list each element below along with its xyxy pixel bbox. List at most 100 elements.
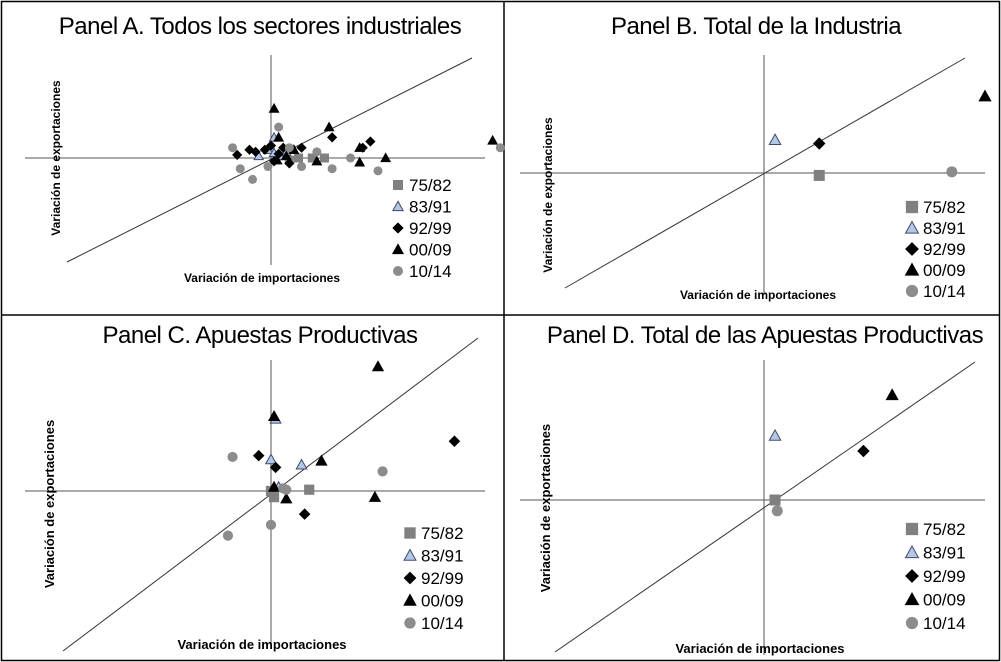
data-point <box>294 153 304 163</box>
series-83-91 <box>768 428 782 441</box>
data-point <box>263 162 273 172</box>
legend-marker <box>403 593 417 606</box>
data-point <box>296 142 307 153</box>
legend-label: 10/14 <box>923 282 966 301</box>
series-75-82 <box>769 494 781 506</box>
series-00-09 <box>885 388 899 401</box>
legend-marker <box>905 200 919 214</box>
data-point <box>327 132 338 143</box>
legend-label: 75/82 <box>409 176 452 195</box>
legend-marker <box>391 243 405 255</box>
legend-label: 00/09 <box>421 592 464 611</box>
legend-marker <box>393 180 403 190</box>
legend-label: 00/09 <box>923 261 966 280</box>
data-point <box>371 360 385 372</box>
data-point <box>259 144 270 155</box>
x-axis-label: Variación de importaciones <box>680 288 836 302</box>
data-point <box>813 137 826 150</box>
series-10-14 <box>771 505 783 517</box>
legend-marker <box>905 522 919 536</box>
legend-label: 75/82 <box>421 524 464 543</box>
legend-marker <box>392 222 404 234</box>
data-point <box>232 149 243 161</box>
data-point <box>235 164 245 174</box>
legend-label: 92/99 <box>923 567 966 586</box>
data-point <box>768 133 782 146</box>
data-point <box>813 169 825 181</box>
series-92-99 <box>252 435 461 520</box>
data-point <box>327 164 337 174</box>
data-point <box>320 153 329 163</box>
legend-label: 00/09 <box>409 241 452 260</box>
data-point <box>769 494 781 506</box>
series-00-09 <box>268 102 499 167</box>
y-axis-label: Variación de exportaciones <box>538 424 553 592</box>
y-axis-label: Variación de exportaciones <box>541 117 555 273</box>
legend-marker <box>904 545 920 559</box>
data-point <box>227 451 238 463</box>
series-92-99 <box>232 132 376 169</box>
data-point <box>295 458 308 470</box>
data-point <box>280 492 293 504</box>
data-point <box>354 142 366 152</box>
x-axis-label: Variación de importaciones <box>177 637 346 652</box>
legend-marker <box>904 220 920 234</box>
legend-marker <box>404 527 416 539</box>
data-point <box>487 134 499 145</box>
data-point <box>273 131 285 142</box>
legend-marker <box>905 242 919 256</box>
series-92-99 <box>857 444 870 458</box>
legend-label: 92/99 <box>409 219 452 238</box>
data-point <box>768 428 782 441</box>
legend-marker <box>904 592 920 606</box>
legend: 75/82 83/91 92/99 00/09 10/14 <box>403 524 464 633</box>
reference-line <box>66 57 473 263</box>
data-point <box>269 461 282 474</box>
legend-label: 83/91 <box>409 198 452 217</box>
data-point <box>222 530 234 541</box>
data-point <box>312 147 322 157</box>
legend-label: 10/14 <box>421 614 464 633</box>
data-point <box>267 410 281 422</box>
legend-label: 10/14 <box>409 262 452 281</box>
series-00-09 <box>267 360 385 504</box>
data-point <box>771 505 783 517</box>
legend-label: 75/82 <box>923 198 966 217</box>
panel-c: Panel C. Apuestas Productivas Variación d… <box>25 322 485 652</box>
y-axis-label: Variación de exportaciones <box>42 420 57 588</box>
legend-marker <box>905 284 919 298</box>
data-point <box>946 166 958 178</box>
series-10-14 <box>228 122 505 184</box>
data-point <box>252 449 265 462</box>
legend-label: 83/91 <box>421 547 464 566</box>
panel-title: Panel C. Apuestas Productivas <box>102 322 418 349</box>
legend-marker <box>403 548 417 561</box>
data-point <box>228 143 238 153</box>
panel-title: Panel B. Total de la Industria <box>611 13 902 40</box>
series-92-99 <box>813 137 826 150</box>
data-point <box>298 508 311 520</box>
legend-marker <box>905 569 919 583</box>
legend-label: 75/82 <box>923 520 966 539</box>
legend-label: 83/91 <box>923 219 966 238</box>
legend-marker <box>904 262 920 276</box>
legend-label: 83/91 <box>923 544 966 563</box>
panel-b: Panel B. Total de la Industria Variación … <box>520 13 992 302</box>
data-point <box>280 150 292 161</box>
reference-line <box>564 57 966 289</box>
data-point <box>284 158 295 169</box>
data-point <box>265 519 277 530</box>
legend-label: 92/99 <box>421 569 464 588</box>
panel-title: Panel D. Total de las Apuestas Productiv… <box>547 322 984 349</box>
data-point <box>267 480 281 492</box>
data-point <box>304 484 315 495</box>
x-axis-label: Variación de importaciones <box>675 641 844 656</box>
series-00-09 <box>978 89 992 102</box>
data-point <box>274 122 284 132</box>
legend: 75/82 83/91 92/99 00/09 10/14 <box>904 520 966 633</box>
data-point <box>354 156 366 167</box>
data-point <box>248 174 258 184</box>
legend: 75/82 83/91 92/99 00/09 10/14 <box>391 176 452 281</box>
